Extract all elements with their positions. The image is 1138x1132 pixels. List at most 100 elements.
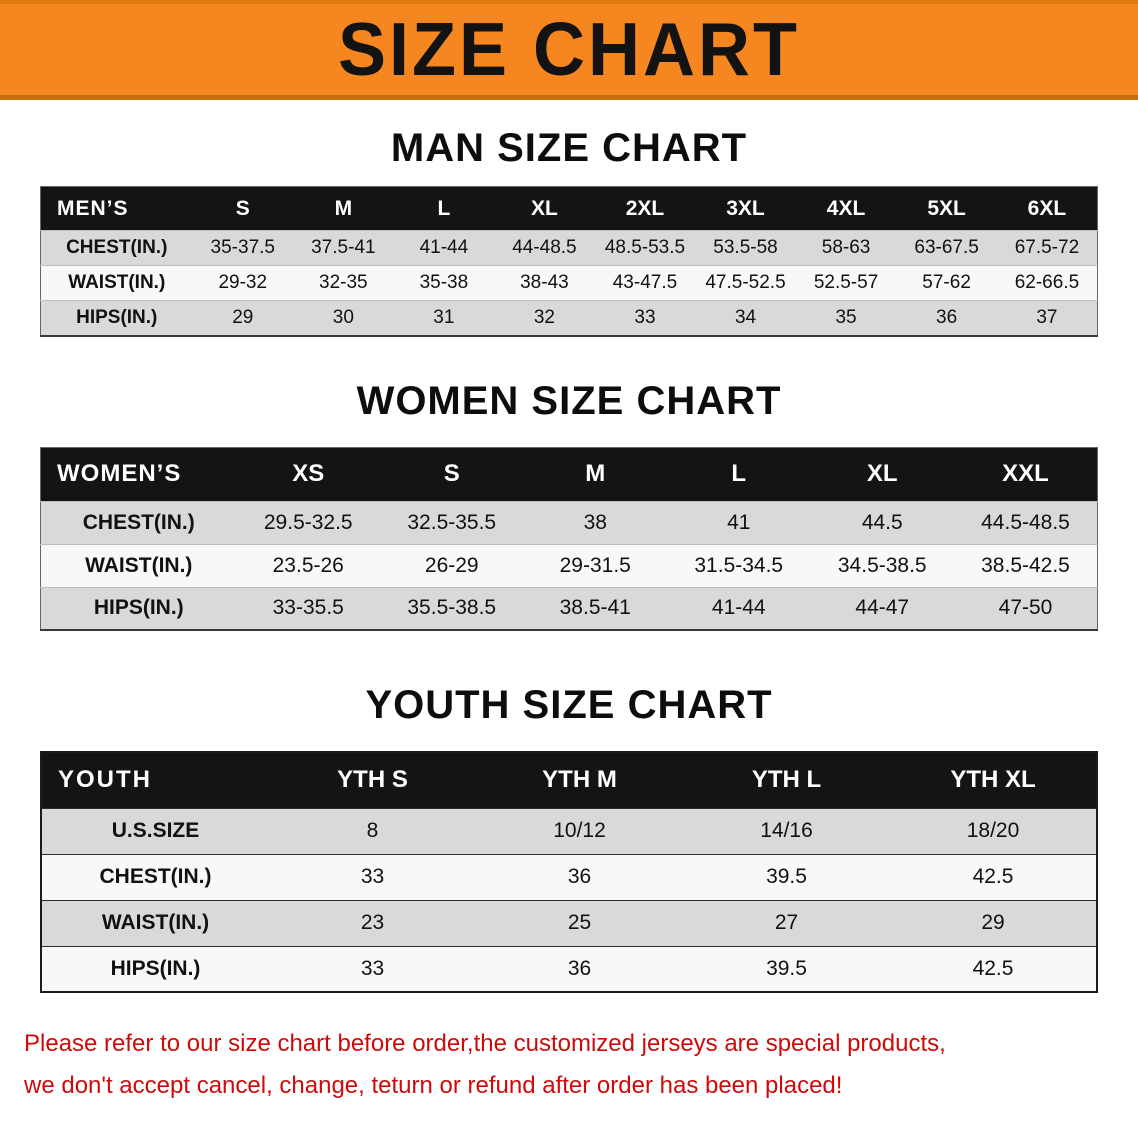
size-cell: 42.5 xyxy=(890,946,1097,992)
size-cell: 62-66.5 xyxy=(996,265,1098,301)
row-label: CHEST(IN.) xyxy=(40,501,237,544)
size-cell: 44.5-48.5 xyxy=(954,501,1098,544)
size-column-header: S xyxy=(380,447,524,501)
size-cell: 36 xyxy=(476,946,683,992)
size-cell: 29-32 xyxy=(192,265,294,301)
size-cell: 37 xyxy=(996,300,1098,336)
size-cell: 38 xyxy=(523,501,667,544)
table-row: HIPS(IN.) 33-35.5 35.5-38.5 38.5-41 41-4… xyxy=(40,587,1098,630)
size-cell: 35-38 xyxy=(393,265,495,301)
men-table-title: MEN’S xyxy=(40,186,193,231)
size-column-header: XS xyxy=(236,447,380,501)
size-cell: 33 xyxy=(269,946,476,992)
table-row: CHEST(IN.) 29.5-32.5 32.5-35.5 38 41 44.… xyxy=(40,501,1098,544)
row-label: WAIST(IN.) xyxy=(41,900,269,946)
size-cell: 33-35.5 xyxy=(236,587,380,630)
size-column-header: 6XL xyxy=(996,186,1098,231)
size-cell: 67.5-72 xyxy=(996,230,1098,266)
table-row: HIPS(IN.) 29 30 31 32 33 34 35 36 37 xyxy=(40,300,1098,336)
women-header-row: WOMEN’S XS S M L XL XXL xyxy=(40,447,1098,501)
size-cell: 37.5-41 xyxy=(293,230,394,266)
size-cell: 18/20 xyxy=(890,808,1097,854)
size-column-header: L xyxy=(667,447,811,501)
size-cell: 41 xyxy=(667,501,811,544)
men-chart-heading: MAN SIZE CHART xyxy=(390,126,748,170)
banner-title: SIZE CHART xyxy=(338,7,800,92)
table-row: WAIST(IN.) 23.5-26 26-29 29-31.5 31.5-34… xyxy=(40,544,1098,587)
size-column-header: L xyxy=(393,186,495,231)
size-cell: 35 xyxy=(795,300,897,336)
size-cell: 26-29 xyxy=(380,544,524,587)
disclaimer-line-2: we don't accept cancel, change, teturn o… xyxy=(24,1072,843,1099)
size-cell: 29-31.5 xyxy=(523,544,667,587)
size-cell: 36 xyxy=(476,854,683,900)
size-column-header: 2XL xyxy=(594,186,696,231)
women-table-title: WOMEN’S xyxy=(40,447,237,501)
size-cell: 38-43 xyxy=(494,265,595,301)
size-cell: 32 xyxy=(494,300,595,336)
size-cell: 33 xyxy=(269,854,476,900)
disclaimer-note: Please refer to our size chart before or… xyxy=(24,1023,1114,1107)
size-cell: 31.5-34.5 xyxy=(667,544,811,587)
size-column-header: YTH M xyxy=(476,752,683,808)
row-label: HIPS(IN.) xyxy=(41,946,269,992)
size-cell: 53.5-58 xyxy=(695,230,796,266)
row-label: HIPS(IN.) xyxy=(40,587,237,630)
size-cell: 29 xyxy=(890,900,1097,946)
table-row: U.S.SIZE 8 10/12 14/16 18/20 xyxy=(41,808,1097,854)
size-cell: 39.5 xyxy=(683,854,890,900)
table-row: CHEST(IN.) 33 36 39.5 42.5 xyxy=(41,854,1097,900)
size-cell: 23 xyxy=(269,900,476,946)
size-cell: 42.5 xyxy=(890,854,1097,900)
youth-table-title: YOUTH xyxy=(41,752,269,808)
youth-section: YOUTH SIZE CHART YOUTH YTH S YTH M YTH L… xyxy=(0,683,1138,993)
size-cell: 38.5-41 xyxy=(523,587,667,630)
size-column-header: YTH L xyxy=(683,752,890,808)
size-cell: 14/16 xyxy=(683,808,890,854)
size-chart-banner: SIZE CHART xyxy=(0,0,1138,100)
size-column-header: YTH XL xyxy=(890,752,1097,808)
men-header-row: MEN’S S M L XL 2XL 3XL 4XL 5XL 6XL xyxy=(40,186,1098,231)
size-cell: 30 xyxy=(293,300,394,336)
table-row: WAIST(IN.) 29-32 32-35 35-38 38-43 43-47… xyxy=(40,265,1098,301)
size-column-header: 4XL xyxy=(795,186,897,231)
size-column-header: S xyxy=(192,186,294,231)
youth-header-row: YOUTH YTH S YTH M YTH L YTH XL xyxy=(41,752,1097,808)
size-cell: 47-50 xyxy=(954,587,1098,630)
size-cell: 31 xyxy=(393,300,495,336)
table-row: WAIST(IN.) 23 25 27 29 xyxy=(41,900,1097,946)
size-cell: 58-63 xyxy=(795,230,897,266)
size-cell: 34.5-38.5 xyxy=(810,544,954,587)
size-cell: 63-67.5 xyxy=(896,230,997,266)
women-size-table: WOMEN’S XS S M L XL XXL CHEST(IN.) 29.5-… xyxy=(40,446,1098,631)
size-cell: 23.5-26 xyxy=(236,544,380,587)
size-cell: 43-47.5 xyxy=(594,265,696,301)
size-cell: 57-62 xyxy=(896,265,997,301)
disclaimer-line-1: Please refer to our size chart before or… xyxy=(24,1030,946,1057)
table-row: CHEST(IN.) 35-37.5 37.5-41 41-44 44-48.5… xyxy=(40,230,1098,266)
size-cell: 41-44 xyxy=(393,230,495,266)
size-column-header: XL xyxy=(494,186,595,231)
size-cell: 32-35 xyxy=(293,265,394,301)
size-cell: 39.5 xyxy=(683,946,890,992)
size-cell: 44-48.5 xyxy=(494,230,595,266)
size-cell: 48.5-53.5 xyxy=(594,230,696,266)
size-cell: 33 xyxy=(594,300,696,336)
size-cell: 8 xyxy=(269,808,476,854)
size-cell: 32.5-35.5 xyxy=(380,501,524,544)
table-row: HIPS(IN.) 33 36 39.5 42.5 xyxy=(41,946,1097,992)
row-label: CHEST(IN.) xyxy=(41,854,269,900)
size-cell: 27 xyxy=(683,900,890,946)
size-column-header: M xyxy=(293,186,394,231)
men-section: MAN SIZE CHART MEN’S S M L XL 2XL 3XL 4X… xyxy=(0,126,1138,337)
size-cell: 35.5-38.5 xyxy=(380,587,524,630)
size-cell: 29.5-32.5 xyxy=(236,501,380,544)
size-cell: 25 xyxy=(476,900,683,946)
size-cell: 10/12 xyxy=(476,808,683,854)
size-column-header: XL xyxy=(810,447,954,501)
size-cell: 34 xyxy=(695,300,796,336)
size-cell: 44-47 xyxy=(810,587,954,630)
size-column-header: XXL xyxy=(954,447,1098,501)
women-chart-heading: WOMEN SIZE CHART xyxy=(356,378,782,423)
women-section: WOMEN SIZE CHART WOMEN’S XS S M L XL XXL… xyxy=(0,378,1138,631)
